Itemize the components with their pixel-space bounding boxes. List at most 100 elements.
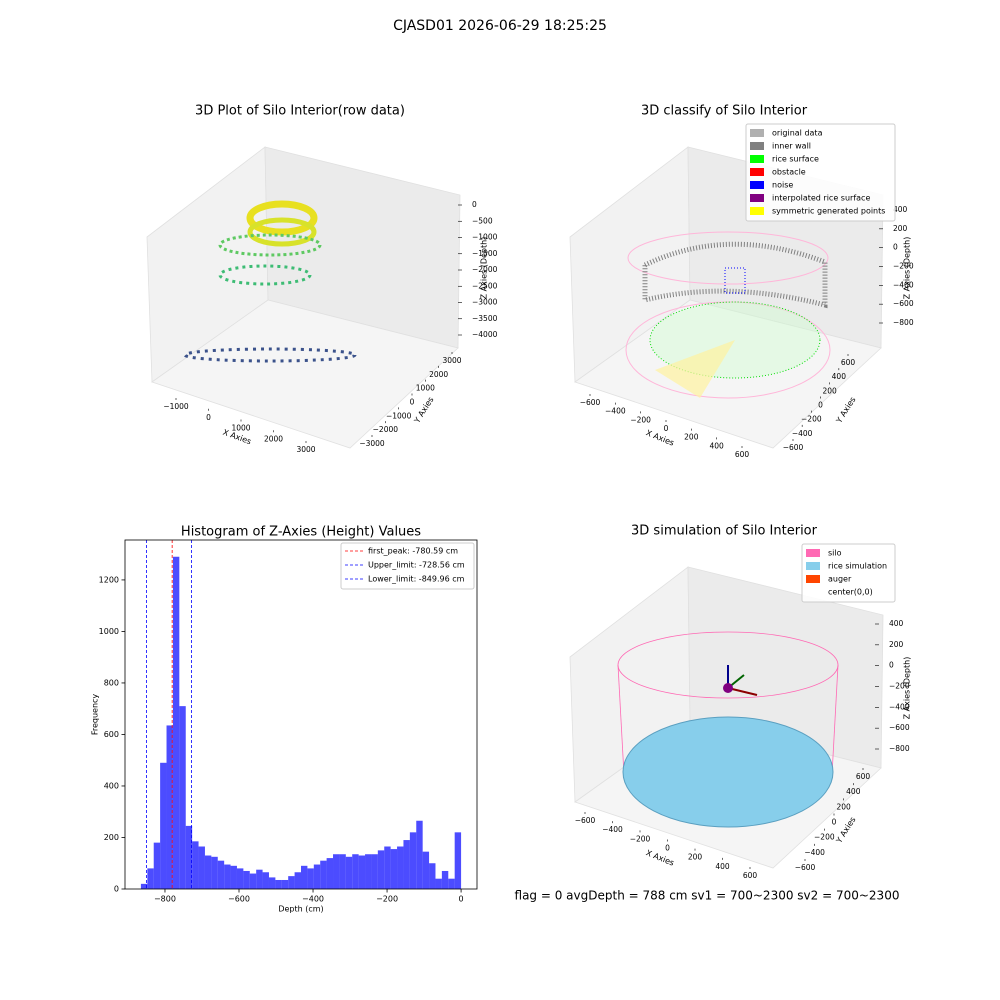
legend-swatch	[750, 129, 764, 137]
bar	[301, 865, 308, 889]
bar	[397, 846, 404, 889]
silo-edge	[831, 664, 839, 776]
bar	[409, 832, 417, 889]
z-tick-label: −600	[889, 723, 910, 732]
bar	[333, 854, 340, 889]
bar	[448, 878, 455, 889]
bar	[198, 846, 205, 889]
obstacle-noise	[724, 267, 746, 294]
legend-swatch	[806, 575, 820, 583]
bar	[358, 855, 366, 889]
z-tick-label: −500	[472, 216, 493, 225]
bar	[384, 846, 391, 889]
bar	[230, 865, 237, 889]
bar	[153, 842, 161, 889]
bar	[224, 864, 231, 889]
z-tick-label: −3000	[472, 298, 498, 307]
z-tick-label: 0	[472, 200, 477, 209]
x-tick-label: 0	[206, 413, 211, 422]
y-tick-label: 1200	[99, 575, 119, 584]
ring	[218, 233, 322, 257]
y-tick-label: 800	[104, 678, 119, 687]
x-tick-label: 600	[743, 871, 758, 880]
ring	[247, 217, 317, 247]
x-tick-label: −800	[154, 895, 176, 904]
bar	[365, 854, 372, 889]
z-tick-label: −1000	[472, 233, 498, 242]
chart-title: Histogram of Z-Axies (Height) Values	[181, 525, 421, 540]
z-tick-label: 400	[893, 205, 908, 214]
z-tick-label: 0	[893, 243, 898, 252]
x-tick-label: 400	[715, 862, 730, 871]
z-axis-label: Z Axies (Depth)	[480, 237, 489, 300]
x-tick-label: −1000	[163, 402, 189, 411]
plot-frame	[124, 539, 478, 890]
z-axis-label: Z Axies (Depth)	[903, 657, 912, 720]
bar	[204, 855, 212, 889]
bar	[435, 878, 442, 889]
silo-edge	[617, 664, 625, 776]
legend-box	[340, 542, 475, 590]
ring	[246, 200, 318, 236]
x-tick-label: 3000	[296, 445, 315, 454]
z-tick-label: −4000	[472, 330, 498, 339]
x-tick-label: −200	[376, 895, 398, 904]
chart-title: 3D classify of Silo Interior	[641, 104, 808, 119]
z-tick-label: 200	[893, 224, 908, 233]
bar	[390, 849, 398, 889]
x-tick-label: 0	[664, 424, 669, 433]
bar	[147, 868, 154, 889]
pane	[574, 299, 882, 449]
z-tick-label: −400	[893, 280, 914, 289]
generated-points	[655, 340, 735, 398]
legend-label: inner wall	[772, 142, 811, 151]
bar	[352, 854, 359, 889]
bar	[339, 854, 346, 889]
y-tick-label: −3000	[359, 439, 385, 448]
bar	[192, 841, 199, 889]
x-tick-label: 400	[710, 441, 725, 450]
y-tick-label: 400	[832, 372, 847, 381]
z-tick-label: 400	[889, 619, 904, 628]
legend-label: auger	[828, 575, 852, 584]
bar	[326, 858, 334, 889]
y-tick-label: −200	[801, 415, 822, 424]
x-tick-label: 0	[459, 895, 464, 904]
legend-swatch	[750, 168, 764, 176]
x-tick-label: 1000	[231, 424, 250, 433]
bar	[236, 868, 244, 889]
bar	[422, 851, 430, 889]
bar	[371, 854, 378, 889]
y-tick-label: 400	[104, 781, 119, 790]
y-tick-label: −2000	[373, 425, 399, 434]
z-tick-label: 200	[889, 640, 904, 649]
z-tick-label: −800	[893, 318, 914, 327]
legend-label: first_peak: -780.59 cm	[368, 547, 458, 556]
y-tick-label: 200	[104, 833, 119, 842]
y-tick-label: 600	[104, 730, 119, 739]
z-tick-label: −800	[889, 744, 910, 753]
legend-box	[801, 543, 896, 603]
bar	[185, 825, 193, 889]
y-tick-label: 0	[410, 398, 415, 407]
z-tick-label: −400	[889, 702, 910, 711]
x-tick-label: 0	[665, 844, 670, 853]
legend-swatch	[750, 155, 764, 163]
y-tick-label: 200	[837, 802, 852, 811]
bar	[441, 870, 449, 889]
bar	[243, 870, 250, 889]
bar	[345, 856, 353, 889]
y-tick-label: −200	[814, 833, 835, 842]
z-axis-label: Z Axies (Depth)	[903, 237, 912, 300]
z-tick-label: −600	[893, 299, 914, 308]
x-tick-label: −400	[302, 895, 324, 904]
legend-swatch	[750, 194, 764, 202]
bar	[454, 832, 462, 889]
bar	[160, 762, 167, 889]
x-tick-label: −400	[605, 407, 626, 416]
bar	[275, 879, 282, 889]
y-tick-label: 1000	[416, 384, 435, 393]
center-marker	[723, 683, 733, 693]
y-tick-label: 600	[856, 772, 871, 781]
